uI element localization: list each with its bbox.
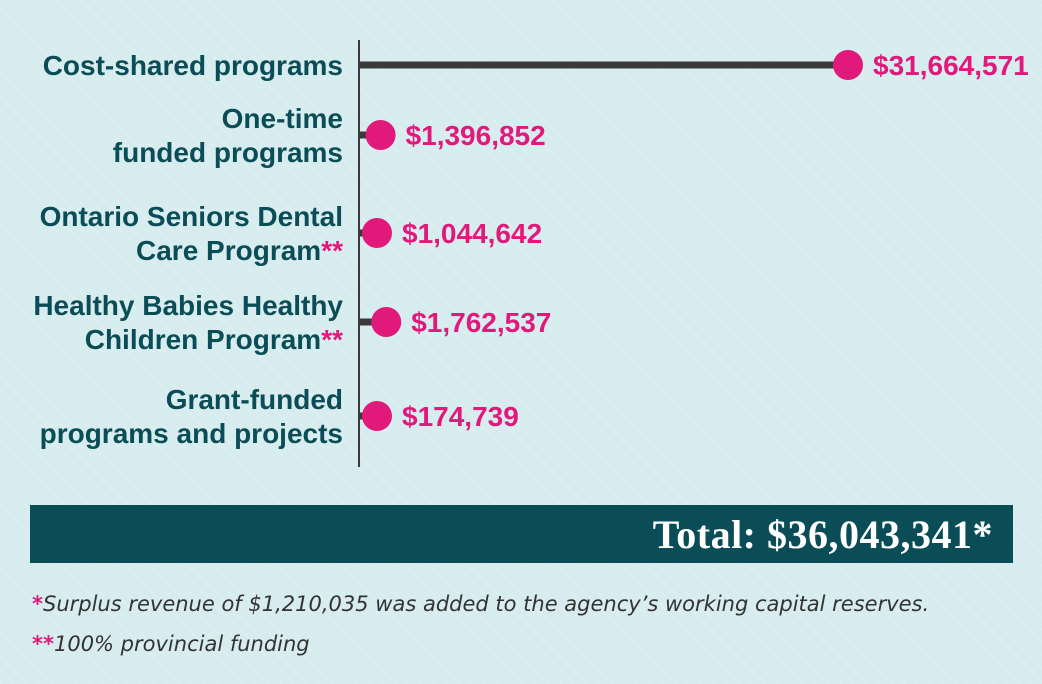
- category-label: Children Program**: [85, 324, 343, 355]
- value-label: $1,762,537: [411, 307, 551, 338]
- category-label: Care Program**: [136, 235, 343, 266]
- footnote-text: Surplus revenue of $1,210,035 was added …: [42, 592, 930, 616]
- footnote-provincial: **100% provincial funding: [32, 632, 310, 656]
- asterisk-marker: **: [321, 235, 343, 266]
- footnote-marker: *: [32, 592, 43, 616]
- total-text: Total: $36,043,341*: [652, 511, 993, 557]
- category-label: programs and projects: [40, 418, 343, 449]
- category-label: Grant-funded: [166, 384, 343, 415]
- lollipop-chart: $31,664,571 Cost-shared programs $1,396,85…: [33, 40, 1029, 467]
- total-banner: Total: $36,043,341*: [30, 505, 1013, 563]
- lollipop-dot: [365, 120, 396, 150]
- lollipop-dot: [362, 218, 392, 248]
- asterisk-marker: **: [321, 324, 343, 355]
- value-label: $31,664,571: [873, 50, 1029, 81]
- category-label: One-time: [222, 103, 343, 134]
- lollipop-dot: [833, 50, 863, 80]
- value-label: $1,044,642: [402, 218, 542, 249]
- category-label: Ontario Seniors Dental: [40, 201, 343, 232]
- footnote-surplus: *Surplus revenue of $1,210,035 was added…: [32, 592, 929, 616]
- footnote-marker: **: [32, 632, 54, 656]
- category-label: funded programs: [113, 137, 343, 168]
- value-label: $1,396,852: [406, 120, 546, 151]
- category-label: Healthy Babies Healthy: [33, 290, 343, 321]
- lollipop-dot: [362, 401, 392, 431]
- footnote-text: 100% provincial funding: [53, 632, 310, 656]
- category-label: Cost-shared programs: [43, 50, 343, 81]
- value-label: $174,739: [402, 401, 519, 432]
- lollipop-dot: [371, 307, 402, 337]
